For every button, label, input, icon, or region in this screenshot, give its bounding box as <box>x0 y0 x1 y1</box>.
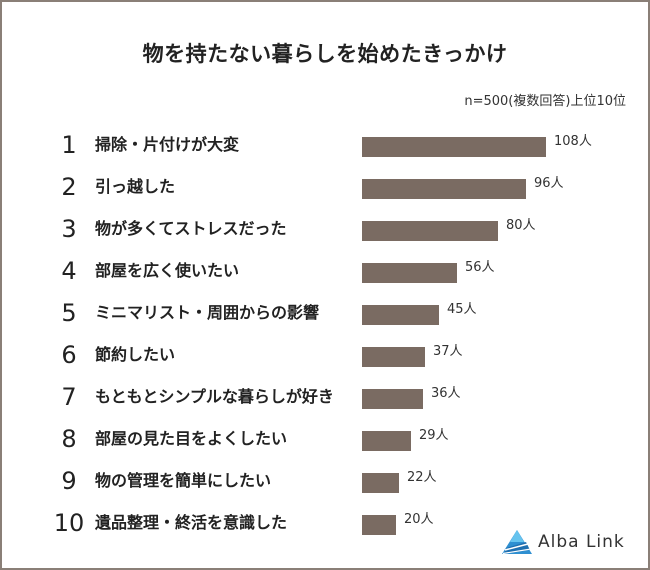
bar <box>362 305 439 325</box>
bar <box>362 137 546 157</box>
rank-number: 5 <box>61 299 77 327</box>
chart-row: 10 遺品整理・終活を意識した 20人 <box>0 508 650 538</box>
rank-number: 2 <box>61 173 77 201</box>
alba-link-logo-text: Alba Link <box>538 532 625 552</box>
category-label: もともとシンプルな暮らしが好き <box>95 387 334 406</box>
value-label: 80人 <box>506 218 536 233</box>
bar <box>362 179 526 199</box>
chart-row: 6 節約したい 37人 <box>0 340 650 370</box>
category-label: 部屋を広く使いたい <box>95 261 240 280</box>
chart-row: 9 物の管理を簡単にしたい 22人 <box>0 466 650 496</box>
value-label: 96人 <box>534 176 564 191</box>
alba-link-logo-icon <box>502 530 532 555</box>
value-label: 22人 <box>407 470 437 485</box>
bar <box>362 347 425 367</box>
value-label: 37人 <box>433 344 463 359</box>
chart-row: 4 部屋を広く使いたい 56人 <box>0 256 650 286</box>
rank-number: 6 <box>61 341 77 369</box>
category-label: ミニマリスト・周囲からの影響 <box>95 303 320 322</box>
category-label: 節約したい <box>95 345 176 364</box>
bar <box>362 221 498 241</box>
value-label: 36人 <box>431 386 461 401</box>
alba-link-logo: Alba Link <box>500 528 624 558</box>
category-label: 部屋の見た目をよくしたい <box>95 429 288 448</box>
bar <box>362 515 396 535</box>
chart-row: 7 もともとシンプルな暮らしが好き 36人 <box>0 382 650 412</box>
rank-number: 10 <box>53 509 85 537</box>
value-label: 45人 <box>447 302 477 317</box>
rank-number: 4 <box>61 257 77 285</box>
chart-row: 8 部屋の見た目をよくしたい 29人 <box>0 424 650 454</box>
chart-row: 1 掃除・片付けが大変 108人 <box>0 130 650 160</box>
chart-row: 3 物が多くてストレスだった 80人 <box>0 214 650 244</box>
category-label: 物が多くてストレスだった <box>95 219 287 238</box>
rank-number: 8 <box>61 425 77 453</box>
chart-row: 5 ミニマリスト・周囲からの影響 45人 <box>0 298 650 328</box>
bar <box>362 431 411 451</box>
rank-number: 9 <box>61 467 77 495</box>
chart-title: 物を持たない暮らしを始めたきっかけ <box>142 42 508 66</box>
bar <box>362 389 423 409</box>
category-label: 物の管理を簡単にしたい <box>95 471 272 490</box>
sample-note: n=500(複数回答)上位10位 <box>464 94 626 109</box>
value-label: 56人 <box>465 260 495 275</box>
value-label: 20人 <box>404 512 434 527</box>
value-label: 29人 <box>419 428 449 443</box>
chart-row: 2 引っ越した 96人 <box>0 172 650 202</box>
bar <box>362 473 399 493</box>
rank-number: 3 <box>61 215 77 243</box>
category-label: 引っ越した <box>95 177 176 196</box>
rank-number: 1 <box>61 131 77 159</box>
category-label: 遺品整理・終活を意識した <box>95 513 288 532</box>
value-label: 108人 <box>554 134 592 149</box>
bar <box>362 263 457 283</box>
category-label: 掃除・片付けが大変 <box>95 135 240 154</box>
rank-number: 7 <box>61 383 77 411</box>
